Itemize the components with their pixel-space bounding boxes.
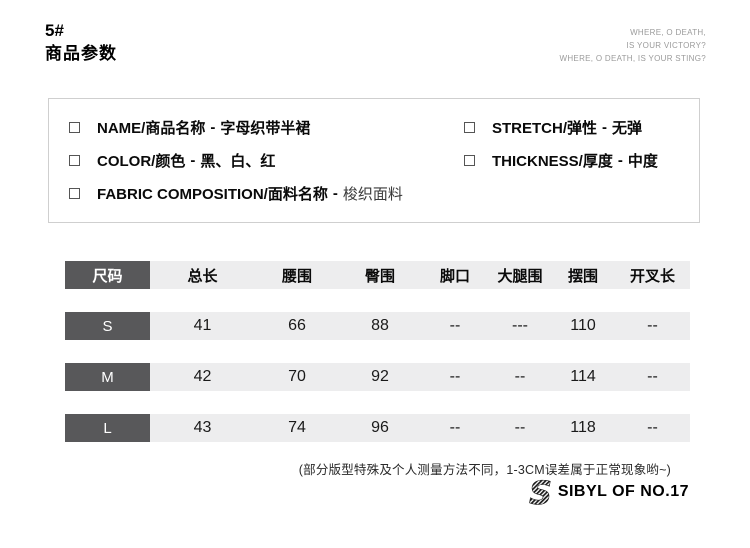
info-column-right: STRETCH/弹性 - 无弹 THICKNESS/厚度 - 中度 (464, 111, 699, 210)
table-cell: -- (489, 414, 551, 442)
table-cell: 74 (255, 414, 339, 442)
brand-slogan: WHERE, O DEATH, IS YOUR VICTORY? WHERE, … (560, 26, 707, 65)
table-cell: 118 (551, 414, 615, 442)
checkbox-icon (464, 155, 475, 166)
checkbox-icon (69, 188, 80, 199)
info-value: 中度 (627, 153, 658, 170)
size-label: M (65, 363, 150, 391)
table-header-cell: 总长 (150, 261, 255, 289)
info-item-name: NAME/商品名称 - 字母织带半裙 (69, 111, 464, 144)
striped-s-logo-icon: S (529, 476, 552, 508)
table-header-cell: 开叉长 (615, 261, 690, 289)
info-separator: - (617, 152, 623, 169)
table-cell: -- (421, 363, 489, 391)
table-cell: --- (489, 312, 551, 340)
table-row-m: M 42 70 92 -- -- 114 -- (65, 363, 690, 391)
slogan-line: WHERE, O DEATH, (630, 28, 706, 37)
slogan-line: WHERE, O DEATH, IS YOUR STING? (559, 54, 706, 63)
brand-name: SIBYL OF NO.17 (557, 483, 689, 500)
table-header-cell: 摆围 (551, 261, 615, 289)
table-cell: -- (421, 312, 489, 340)
table-cell: 114 (551, 363, 615, 391)
size-label: S (65, 312, 150, 340)
info-label: FABRIC COMPOSITION/面料名称 (97, 186, 328, 203)
size-table: 尺码 总长 腰围 臀围 脚口 大腿围 摆围 开叉长 S 41 66 88 -- … (65, 261, 690, 442)
checkbox-icon (69, 155, 80, 166)
page-title-block: 5# 商品参数 (45, 20, 117, 66)
info-item-fabric: FABRIC COMPOSITION/面料名称 - 梭织面料 (69, 177, 464, 210)
info-column-left: NAME/商品名称 - 字母织带半裙 COLOR/颜色 - 黑、白、红 FABR… (69, 111, 464, 210)
table-header-cell: 脚口 (421, 261, 489, 289)
table-header-cell: 腰围 (255, 261, 339, 289)
table-cell: 110 (551, 312, 615, 340)
table-header-cell: 臀围 (339, 261, 421, 289)
table-row-s: S 41 66 88 -- --- 110 -- (65, 312, 690, 340)
info-separator: - (210, 119, 216, 136)
table-row-l: L 43 74 96 -- -- 118 -- (65, 414, 690, 442)
info-label: COLOR/颜色 (97, 153, 186, 170)
table-cell: -- (615, 414, 690, 442)
info-label: THICKNESS/厚度 (492, 153, 613, 170)
measurement-note: (部分版型特殊及个人测量方法不同，1-3CM误差属于正常现象哟~) (298, 463, 671, 477)
brand-logo: S SIBYL OF NO.17 (528, 476, 689, 508)
table-cell: 43 (150, 414, 255, 442)
table-cell: 41 (150, 312, 255, 340)
info-label: STRETCH/弹性 (492, 120, 598, 137)
table-cell: 66 (255, 312, 339, 340)
table-cell: 70 (255, 363, 339, 391)
table-header-cell: 大腿围 (489, 261, 551, 289)
checkbox-icon (464, 122, 475, 133)
info-value: 黑、白、红 (200, 153, 276, 170)
table-cell: -- (489, 363, 551, 391)
info-value: 字母织带半裙 (220, 120, 311, 137)
info-separator: - (332, 185, 338, 202)
table-cell: 96 (339, 414, 421, 442)
table-header-size: 尺码 (65, 261, 150, 289)
info-separator: - (190, 152, 196, 169)
table-header-row: 尺码 总长 腰围 臀围 脚口 大腿围 摆围 开叉长 (65, 261, 690, 289)
table-cell: 92 (339, 363, 421, 391)
table-cell: -- (421, 414, 489, 442)
info-separator: - (602, 119, 608, 136)
page-title: 商品参数 (45, 44, 117, 63)
product-info-box: NAME/商品名称 - 字母织带半裙 COLOR/颜色 - 黑、白、红 FABR… (48, 98, 700, 223)
checkbox-icon (69, 122, 80, 133)
info-value: 梭织面料 (342, 186, 403, 203)
table-cell: -- (615, 363, 690, 391)
table-cell: 42 (150, 363, 255, 391)
svg-text:S: S (529, 476, 552, 508)
info-item-thickness: THICKNESS/厚度 - 中度 (464, 144, 699, 177)
info-value: 无弹 (612, 120, 643, 137)
table-cell: -- (615, 312, 690, 340)
info-label: NAME/商品名称 (97, 120, 206, 137)
product-number: 5# (45, 21, 64, 40)
info-item-color: COLOR/颜色 - 黑、白、红 (69, 144, 464, 177)
table-cell: 88 (339, 312, 421, 340)
slogan-line: IS YOUR VICTORY? (626, 41, 706, 50)
size-label: L (65, 414, 150, 442)
info-item-stretch: STRETCH/弹性 - 无弹 (464, 111, 699, 144)
